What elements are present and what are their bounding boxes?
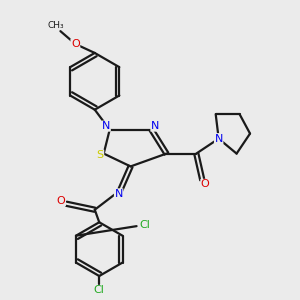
Text: CH₃: CH₃ [48, 21, 64, 30]
Text: O: O [57, 196, 65, 206]
Text: N: N [151, 121, 159, 131]
Text: N: N [115, 189, 123, 199]
Text: O: O [71, 39, 80, 49]
Text: O: O [201, 179, 210, 189]
Text: Cl: Cl [94, 285, 105, 295]
Text: N: N [102, 121, 110, 131]
Text: Cl: Cl [140, 220, 150, 230]
Text: N: N [214, 134, 223, 144]
Text: S: S [97, 150, 104, 160]
